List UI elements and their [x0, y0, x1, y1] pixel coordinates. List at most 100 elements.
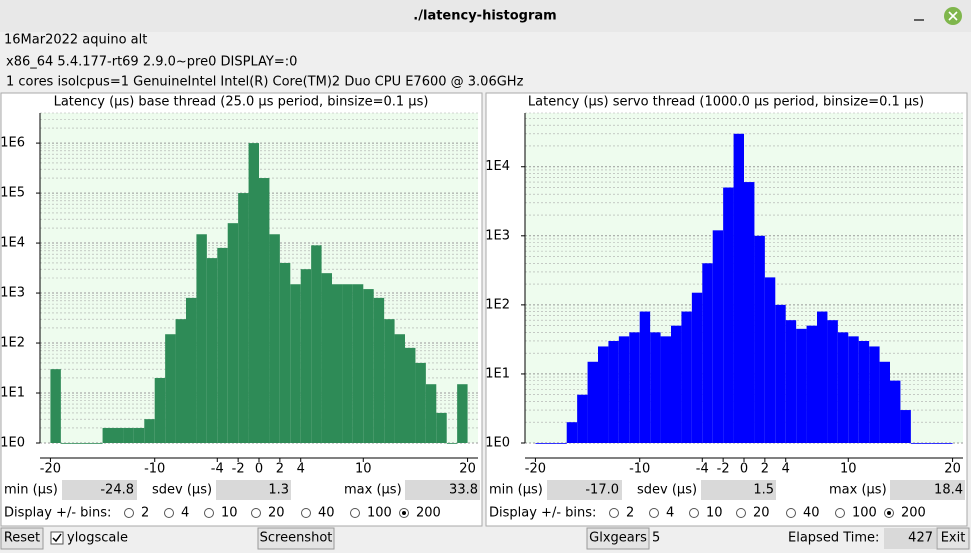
- histogram-bar: [723, 187, 734, 443]
- histogram-bar: [629, 332, 640, 443]
- radio-label: 200: [901, 506, 926, 521]
- radio-label: 20: [753, 506, 770, 521]
- bins-label: Display +/- bins:: [4, 506, 111, 521]
- x-tick-label: 4: [782, 462, 790, 477]
- max-label: max (µs): [829, 483, 887, 498]
- bins-label: Display +/- bins:: [489, 506, 596, 521]
- y-tick-label: 1E6: [0, 136, 25, 151]
- histogram-bar: [577, 394, 588, 443]
- histogram-bar: [733, 133, 744, 443]
- radio-button[interactable]: [689, 508, 699, 518]
- x-tick-label: -20: [525, 462, 546, 477]
- radio-dot: [887, 511, 891, 515]
- histogram-bar: [102, 427, 113, 443]
- histogram-bar: [598, 346, 609, 443]
- histogram-bar: [817, 311, 828, 443]
- radio-label: 100: [852, 506, 877, 521]
- histogram-bar: [50, 369, 61, 443]
- y-tick-label: 1E1: [0, 386, 25, 401]
- histogram-bar: [785, 320, 797, 443]
- histogram-bar: [712, 230, 724, 443]
- histogram-bar: [775, 304, 786, 443]
- histogram-bar: [384, 319, 395, 443]
- histogram-bar: [650, 332, 661, 443]
- radio-label: 10: [706, 506, 723, 521]
- elapsed-label: Elapsed Time:: [788, 531, 879, 546]
- x-tick-label: -4: [696, 462, 709, 477]
- x-tick-label: -10: [144, 462, 165, 477]
- histogram-bar: [858, 340, 870, 443]
- min-label: min (µs): [4, 483, 58, 498]
- x-tick-label: 2: [276, 462, 284, 477]
- histogram-bar: [373, 297, 385, 443]
- radio-button[interactable]: [124, 508, 134, 518]
- glxgears-button[interactable]: [586, 527, 650, 550]
- histogram-bar: [608, 340, 619, 443]
- exit-button[interactable]: [936, 527, 970, 550]
- x-tick-label: -20: [40, 462, 61, 477]
- radio-button[interactable]: [164, 508, 174, 518]
- histogram-bar: [227, 223, 239, 443]
- radio-label: 4: [181, 506, 189, 521]
- radio-button[interactable]: [204, 508, 214, 518]
- histogram-bar: [290, 284, 301, 443]
- sdev-value: 1.5: [753, 483, 774, 498]
- ylogscale-label: ylogscale: [67, 531, 128, 546]
- sdev-field: [701, 480, 776, 500]
- x-tick-label: 10: [355, 462, 372, 477]
- min-label: min (µs): [489, 483, 543, 498]
- histogram-bar: [113, 427, 124, 443]
- radio-button[interactable]: [649, 508, 659, 518]
- histogram-bar: [796, 328, 807, 443]
- histogram-bar: [415, 362, 426, 443]
- y-tick-label: 1E2: [0, 336, 25, 351]
- radio-button[interactable]: [301, 508, 311, 518]
- x-tick-label: -2: [717, 462, 730, 477]
- histogram-bar: [681, 311, 692, 443]
- reset-button[interactable]: [0, 527, 44, 550]
- min-value: -17.0: [585, 483, 619, 498]
- elapsed-value: 427: [908, 531, 933, 546]
- histogram-bar: [457, 384, 468, 443]
- exit-button-label: Exit: [941, 531, 966, 546]
- x-tick-label: 10: [840, 462, 857, 477]
- radio-label: 40: [803, 506, 820, 521]
- histogram-bar: [942, 443, 953, 444]
- histogram-bar: [259, 178, 270, 444]
- radio-label: 20: [268, 506, 285, 521]
- chart-title: Latency (µs) base thread (25.0 µs period…: [54, 95, 429, 110]
- radio-label: 40: [318, 506, 335, 521]
- screenshot-button-label: Screenshot: [260, 531, 333, 546]
- histogram-bar: [900, 410, 911, 443]
- histogram-bar: [827, 320, 838, 443]
- histogram-bar: [300, 269, 312, 443]
- histogram-bar: [446, 443, 458, 444]
- radio-button[interactable]: [736, 508, 746, 518]
- histogram-bar: [92, 443, 103, 444]
- max-field: [405, 480, 480, 500]
- glxgears-button-label: Glxgears: [589, 531, 647, 546]
- glxgears-count: 5: [652, 531, 660, 546]
- radio-label: 4: [666, 506, 674, 521]
- histogram-bar: [60, 443, 72, 444]
- histogram-bar: [545, 443, 557, 444]
- ylogscale-checkbox[interactable]: [50, 531, 64, 545]
- max-value: 18.4: [934, 483, 963, 498]
- close-icon: [948, 11, 958, 21]
- histogram-bar: [702, 263, 713, 443]
- radio-button[interactable]: [350, 508, 360, 518]
- sdev-value: 1.3: [268, 483, 289, 498]
- radio-label: 100: [367, 506, 392, 521]
- radio-button[interactable]: [786, 508, 796, 518]
- radio-button[interactable]: [251, 508, 261, 518]
- radio-button[interactable]: [609, 508, 619, 518]
- radio-button[interactable]: [835, 508, 845, 518]
- chart-title: Latency (µs) servo thread (1000.0 µs per…: [528, 95, 924, 110]
- histogram-bar: [279, 262, 291, 443]
- x-tick-label: -2: [232, 462, 245, 477]
- radio-label: 10: [221, 506, 238, 521]
- screenshot-button[interactable]: [257, 527, 335, 550]
- histogram-bar: [394, 334, 405, 443]
- histogram-bar: [332, 284, 343, 443]
